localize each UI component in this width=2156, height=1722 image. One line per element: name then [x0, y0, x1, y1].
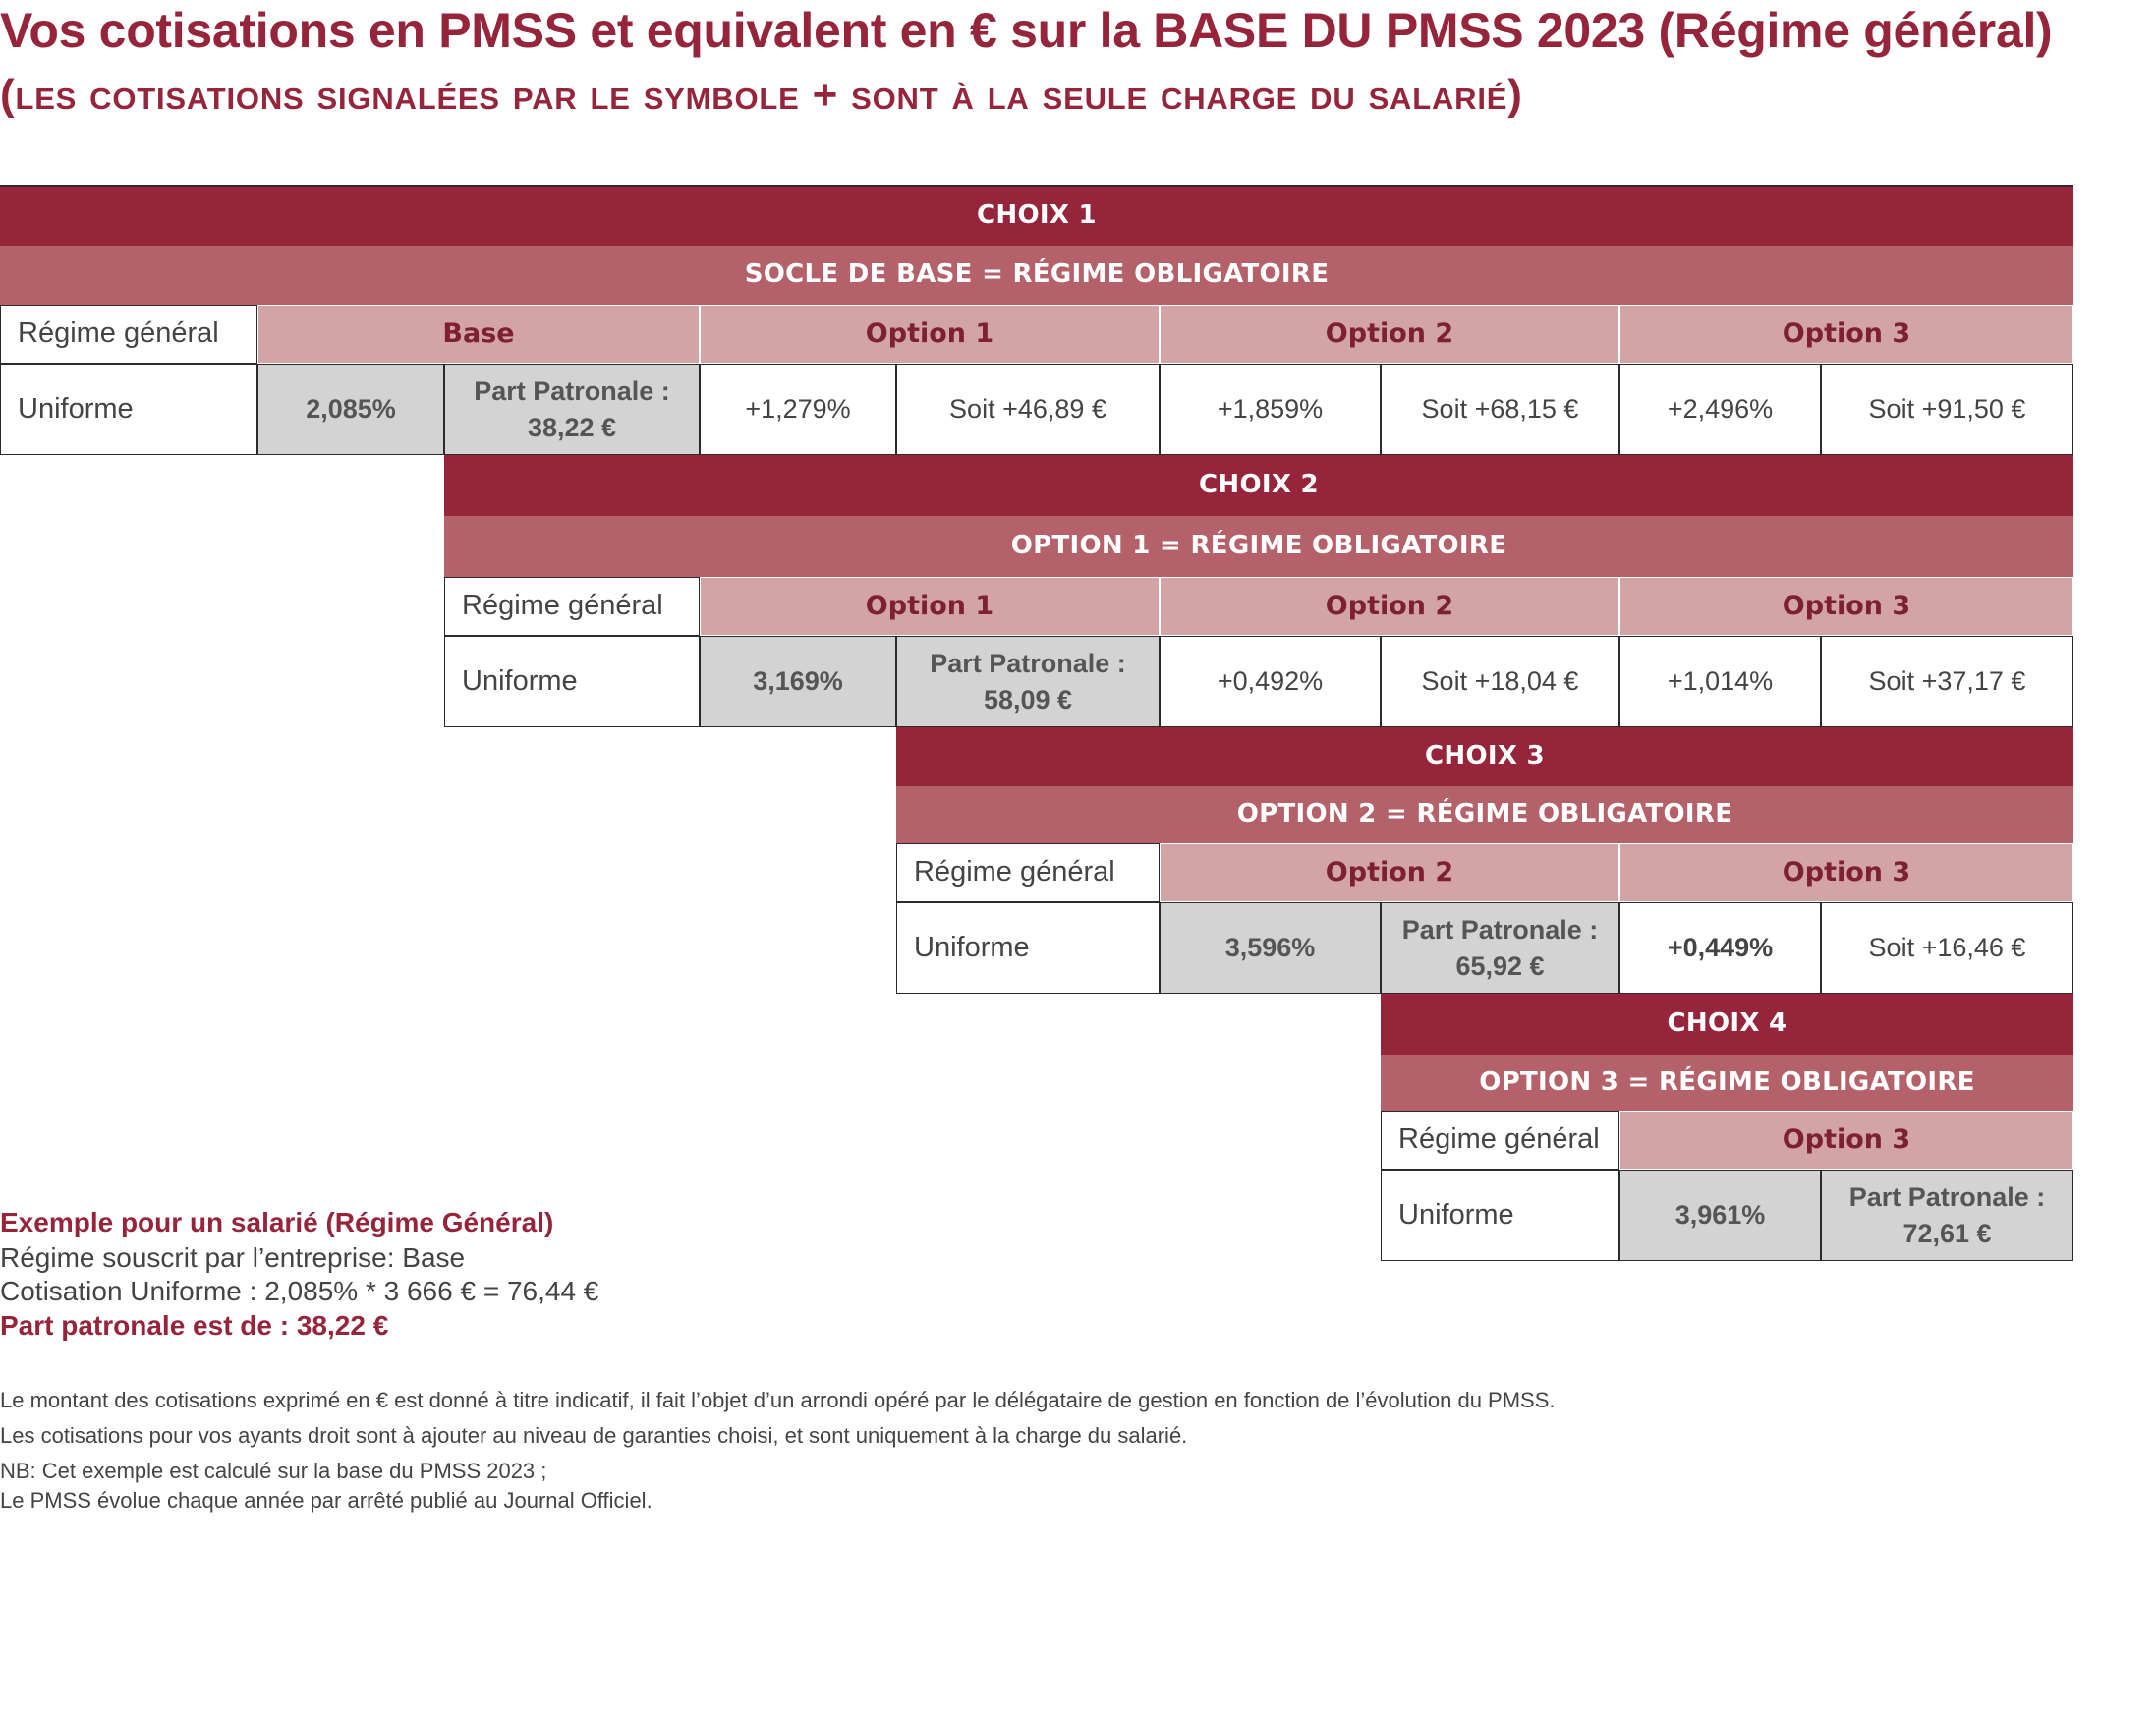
example-title: Exemple pour un salarié (Régime Général)	[0, 1207, 554, 1237]
choix1-regime-label: Régime général	[0, 305, 257, 364]
page-subtitle: (les cotisations signalées par le symbol…	[0, 71, 1523, 119]
choix1-part-patronale: Part Patronale : 38,22 €	[444, 364, 700, 455]
choix4-regime-label: Régime général	[1381, 1111, 1619, 1170]
choix1-subtitle-band: SOCLE DE BASE = RÉGIME OBLIGATOIRE	[0, 246, 2073, 305]
table-top-border	[0, 185, 2073, 187]
choix2-row-label: Uniforme	[444, 636, 700, 727]
choix2-option2-rate: +0,492%	[1160, 636, 1381, 727]
choix1-option3-rate: +2,496%	[1619, 364, 1821, 455]
choix3-part-patronale: Part Patronale : 65,92 €	[1381, 902, 1619, 994]
choix2-option2-amount: Soit +18,04 €	[1381, 636, 1619, 727]
choix3-row-label: Uniforme	[896, 902, 1160, 994]
choix4-title-band: CHOIX 4	[1381, 994, 2073, 1055]
choix2-header-option2: Option 2	[1160, 577, 1619, 636]
choix3-header-option3: Option 3	[1619, 843, 2073, 902]
note-line: Le PMSS évolue chaque année par arrêté p…	[0, 1488, 652, 1513]
choix1-option2-amount: Soit +68,15 €	[1381, 364, 1619, 455]
example-line-cotisation: Cotisation Uniforme : 2,085% * 3 666 € =…	[0, 1276, 599, 1306]
choix1-option3-amount: Soit +91,50 €	[1821, 364, 2073, 455]
choix1-option1-rate: +1,279%	[700, 364, 896, 455]
choix2-header-option1: Option 1	[700, 577, 1160, 636]
choix3-part-patronale-label: Part Patronale :	[1401, 915, 1599, 946]
choix1-part-patronale-value: 38,22 €	[527, 412, 617, 442]
page-title: Vos cotisations en PMSS et equivalent en…	[0, 3, 2053, 58]
choix2-subtitle-band: OPTION 1 = RÉGIME OBLIGATOIRE	[444, 516, 2073, 577]
choix3-option3-rate: +0,449%	[1619, 902, 1821, 994]
note-line: Les cotisations pour vos ayants droit so…	[0, 1423, 1188, 1448]
choix1-header-base: Base	[257, 305, 700, 364]
choix2-title-band: CHOIX 2	[444, 455, 2073, 516]
choix4-part-patronale-label: Part Patronale :	[1848, 1182, 2046, 1213]
choix4-row-label: Uniforme	[1381, 1170, 1619, 1261]
choix3-title-band: CHOIX 3	[896, 727, 2073, 786]
choix3-subtitle-band: OPTION 2 = RÉGIME OBLIGATOIRE	[896, 786, 2073, 843]
choix2-regime-label: Régime général	[444, 577, 700, 636]
choix1-base-rate: 2,085%	[257, 364, 444, 455]
choix1-row-label: Uniforme	[0, 364, 257, 455]
choix4-part-patronale: Part Patronale : 72,61 €	[1821, 1170, 2073, 1261]
choix4-base-rate: 3,961%	[1619, 1170, 1821, 1261]
choix3-part-patronale-value: 65,92 €	[1455, 950, 1545, 981]
choix1-header-option2: Option 2	[1160, 305, 1619, 364]
choix1-option1-amount: Soit +46,89 €	[896, 364, 1160, 455]
choix1-option2-rate: +1,859%	[1160, 364, 1381, 455]
choix1-header-option1: Option 1	[700, 305, 1160, 364]
choix4-header-option3: Option 3	[1619, 1111, 2073, 1170]
example-line-regime: Régime souscrit par l’entreprise: Base	[0, 1242, 466, 1273]
choix3-base-rate: 3,596%	[1160, 902, 1381, 994]
note-line: Le montant des cotisations exprimé en € …	[0, 1388, 1556, 1412]
choix2-option3-amount: Soit +37,17 €	[1821, 636, 2073, 727]
choix3-option3-amount: Soit +16,46 €	[1821, 902, 2073, 994]
choix2-part-patronale-label: Part Patronale :	[930, 649, 1126, 679]
choix2-header-option3: Option 3	[1619, 577, 2073, 636]
choix3-header-option2: Option 2	[1160, 843, 1619, 902]
choix3-regime-label: Régime général	[896, 843, 1160, 902]
choix2-base-rate: 3,169%	[700, 636, 896, 727]
choix4-part-patronale-value: 72,61 €	[1902, 1218, 1992, 1248]
choix2-part-patronale-value: 58,09 €	[983, 684, 1073, 715]
note-line: NB: Cet exemple est calculé sur la base …	[0, 1459, 547, 1483]
choix1-title-band: CHOIX 1	[0, 187, 2073, 246]
example-line-part-patronale: Part patronale est de : 38,22 €	[0, 1310, 389, 1341]
choix1-part-patronale-label: Part Patronale :	[474, 376, 670, 407]
choix4-subtitle-band: OPTION 3 = RÉGIME OBLIGATOIRE	[1381, 1055, 2073, 1111]
choix1-header-option3: Option 3	[1619, 305, 2073, 364]
choix2-option3-rate: +1,014%	[1619, 636, 1821, 727]
choix2-part-patronale: Part Patronale : 58,09 €	[896, 636, 1160, 727]
